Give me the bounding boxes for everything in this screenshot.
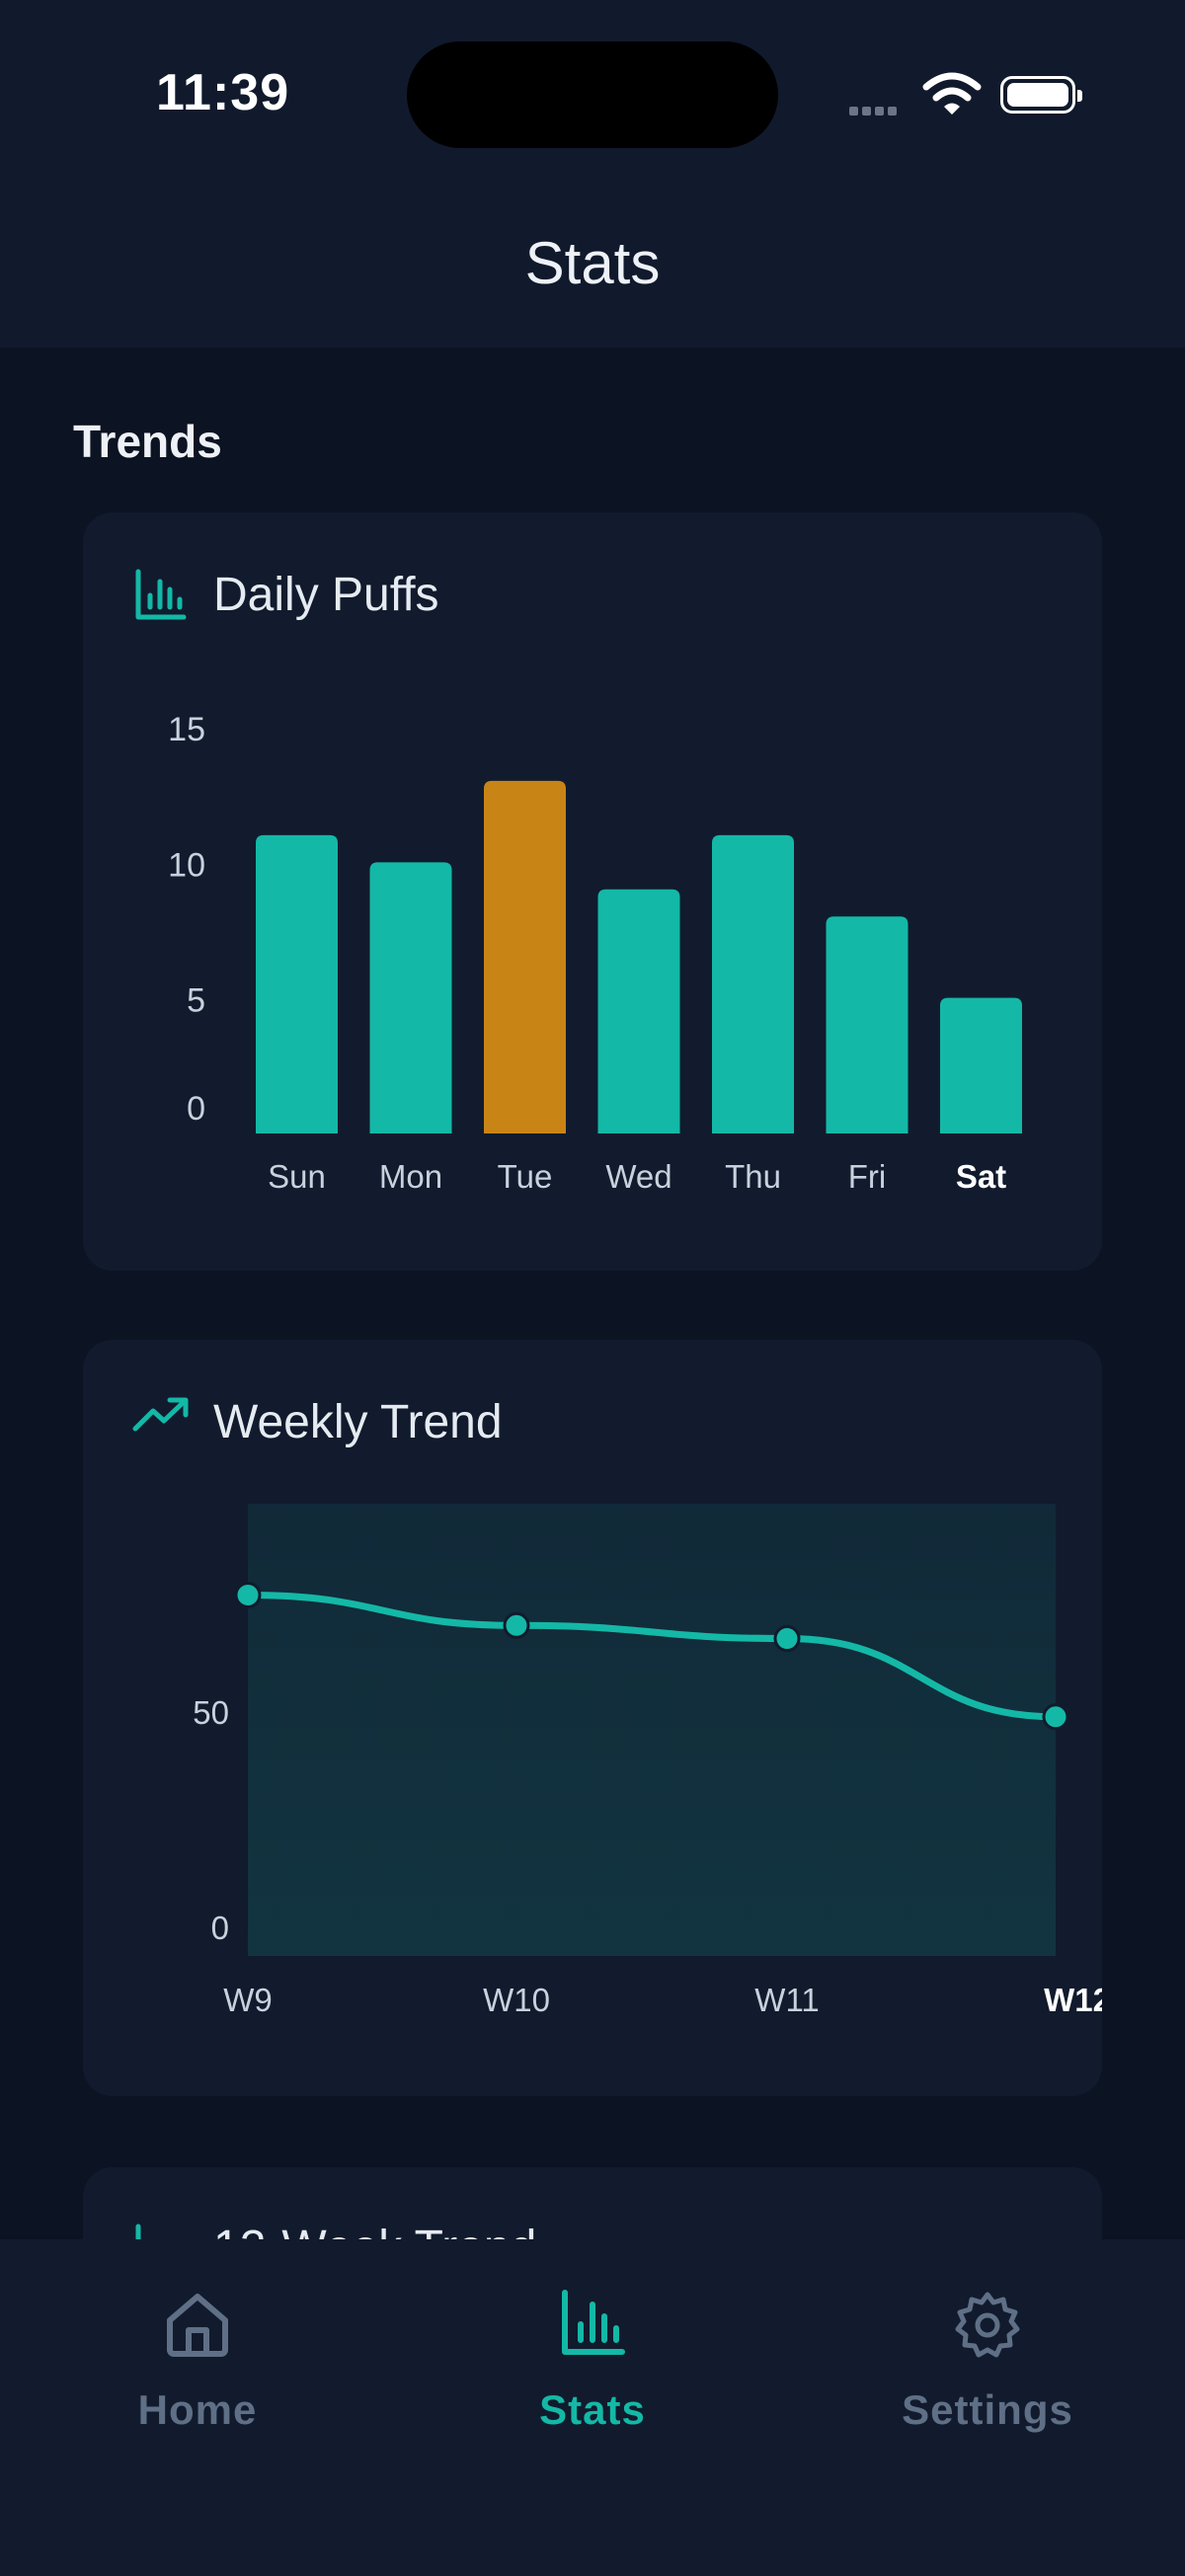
bar-tue — [484, 780, 566, 1133]
x-tick-label: W10 — [483, 1982, 550, 2018]
x-tick-label: Thu — [725, 1158, 781, 1195]
navigation-bar: Stats — [0, 178, 1185, 348]
y-tick-label: 10 — [168, 846, 205, 884]
status-time: 11:39 — [156, 64, 290, 121]
data-point-w10 — [503, 1611, 530, 1639]
home-icon — [167, 2294, 228, 2357]
bar-sat — [940, 997, 1022, 1133]
section-title: Trends — [73, 416, 222, 467]
weekly-trend-chart: 50 0 W9 W10 W11 W12 — [193, 1504, 1102, 2018]
tab-label: Home — [137, 2386, 258, 2433]
bar-chart-icon — [135, 569, 187, 620]
bar-wed — [597, 889, 680, 1133]
bar-chart-icon — [562, 2290, 625, 2355]
x-tick-label: Sun — [268, 1158, 326, 1195]
page-title: Stats — [524, 230, 661, 296]
y-tick-label: 0 — [211, 1910, 229, 1946]
trending-icon — [132, 1397, 189, 1432]
y-tick-label: 0 — [187, 1090, 205, 1128]
x-tick-label: Tue — [498, 1158, 553, 1195]
x-tick-label: Sat — [956, 1158, 1006, 1195]
data-point-w9 — [234, 1581, 262, 1608]
tab-label: Settings — [902, 2386, 1073, 2433]
x-tick-label: Wed — [605, 1158, 672, 1195]
bar-mon — [369, 862, 452, 1133]
x-tick-label: Fri — [848, 1158, 886, 1195]
y-tick-label: 5 — [187, 982, 205, 1020]
x-tick-label: W12 — [1044, 1982, 1102, 2018]
tab-home[interactable]: Home — [79, 2289, 316, 2434]
battery-icon — [1000, 76, 1082, 114]
x-tick-label: W11 — [754, 1982, 819, 2018]
data-point-w12 — [1042, 1703, 1069, 1731]
card-title: Daily Puffs — [213, 569, 439, 621]
tab-bar: Home Stats Settings — [0, 2239, 1185, 2576]
daily-puffs-chart: 15 10 5 0 Sun Mon Tue Wed Thu Fri Sat — [168, 711, 1022, 1195]
dynamic-island — [407, 41, 778, 148]
series-line — [244, 1591, 1060, 1721]
x-tick-label: W9 — [223, 1982, 273, 2018]
wifi-icon — [922, 72, 982, 115]
status-bar: 11:39 — [0, 0, 1185, 178]
tab-stats[interactable]: Stats — [474, 2289, 711, 2434]
bar-thu — [712, 834, 794, 1133]
x-tick-label: Mon — [379, 1158, 442, 1195]
y-tick-label: 15 — [168, 711, 205, 748]
gear-icon — [955, 2292, 1020, 2358]
area-fill — [248, 1504, 1056, 1956]
y-tick-label: 50 — [193, 1694, 229, 1731]
bar-fri — [826, 916, 908, 1133]
daily-puffs-card: Daily Puffs 15 10 5 0 Sun Mon Tue Wed Thu Fri Sat — [83, 512, 1102, 1271]
tab-settings[interactable]: Settings — [869, 2289, 1106, 2434]
weekly-trend-card: Weekly Trend 50 0 W9 W10 W11 W12 — [83, 1340, 1102, 2096]
cellular-signal-icon — [849, 103, 901, 120]
data-point-w11 — [773, 1625, 801, 1653]
tab-label: Stats — [539, 2386, 646, 2433]
bar-sun — [256, 834, 338, 1133]
card-title: Weekly Trend — [213, 1396, 503, 1448]
